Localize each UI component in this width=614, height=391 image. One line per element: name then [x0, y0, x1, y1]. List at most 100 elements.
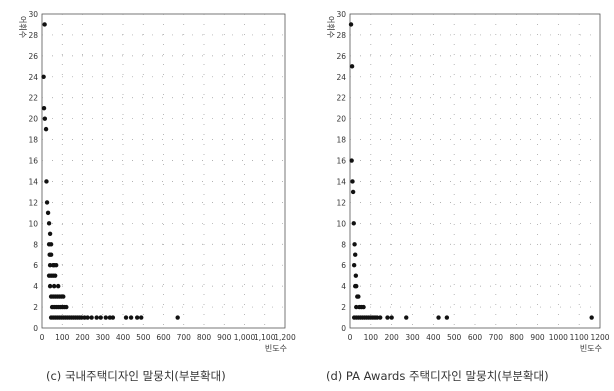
x-axis-label: 빈도수 — [580, 344, 602, 353]
data-point — [361, 305, 365, 309]
y-tick-label: 16 — [336, 157, 346, 166]
data-point — [49, 253, 53, 257]
data-point — [445, 315, 449, 319]
caption-d: (d) PA Awards 주택디자인 말뭉치(부분확대) — [326, 368, 549, 384]
data-point — [53, 273, 57, 277]
data-point — [44, 179, 48, 183]
data-point — [129, 315, 133, 319]
data-point — [354, 284, 358, 288]
data-point — [99, 315, 103, 319]
x-tick-label: 1000 — [549, 333, 568, 342]
plot-frame — [42, 14, 285, 328]
y-tick-label: 8 — [33, 240, 38, 249]
data-point — [589, 315, 593, 319]
x-tick-label: 1,100 — [254, 333, 276, 342]
x-tick-label: 900 — [530, 333, 545, 342]
y-tick-label: 6 — [33, 261, 38, 270]
y-tick-label: 30 — [336, 10, 346, 19]
data-point — [41, 75, 45, 79]
data-point — [54, 263, 58, 267]
x-tick-label: 1,000 — [234, 333, 256, 342]
y-tick-label: 26 — [336, 52, 346, 61]
y-tick-label: 14 — [28, 177, 38, 186]
x-tick-label: 500 — [136, 333, 151, 342]
data-point — [354, 273, 358, 277]
x-tick-label: 400 — [116, 333, 131, 342]
data-point — [175, 315, 179, 319]
data-point — [42, 106, 46, 110]
data-point — [44, 127, 48, 131]
x-tick-label: 700 — [177, 333, 192, 342]
data-point — [356, 294, 360, 298]
data-point — [351, 190, 355, 194]
y-axis-label: 어휘수 — [18, 16, 28, 38]
y-tick-label: 28 — [336, 31, 346, 40]
caption-c: (c) 국내주택디자인 말뭉치(부분확대) — [46, 368, 226, 384]
data-point — [49, 242, 53, 246]
data-point — [85, 315, 89, 319]
x-tick-label: 100 — [364, 333, 379, 342]
x-axis-label: 빈도수 — [265, 344, 287, 353]
data-point — [89, 315, 93, 319]
x-tick-label: 1,200 — [274, 333, 296, 342]
y-tick-label: 24 — [336, 73, 346, 82]
y-tick-label: 6 — [341, 261, 346, 270]
data-point — [385, 315, 389, 319]
y-tick-label: 0 — [33, 324, 38, 333]
x-tick-label: 900 — [217, 333, 232, 342]
y-tick-label: 14 — [336, 177, 346, 186]
x-tick-label: 600 — [468, 333, 483, 342]
data-point — [139, 315, 143, 319]
x-tick-label: 1100 — [570, 333, 589, 342]
data-point — [350, 64, 354, 68]
y-tick-label: 18 — [28, 136, 38, 145]
y-axis-label: 어휘수 — [326, 16, 336, 38]
x-tick-label: 400 — [426, 333, 441, 342]
data-point — [104, 315, 108, 319]
data-point — [48, 284, 52, 288]
y-tick-label: 2 — [341, 303, 346, 312]
data-point — [111, 315, 115, 319]
data-point — [349, 158, 353, 162]
data-point — [353, 253, 357, 257]
y-tick-label: 22 — [336, 94, 346, 103]
data-point — [350, 179, 354, 183]
y-tick-label: 10 — [336, 219, 346, 228]
y-tick-label: 28 — [28, 31, 38, 40]
plot-frame — [350, 14, 600, 328]
data-point — [389, 315, 393, 319]
y-tick-label: 2 — [33, 303, 38, 312]
x-tick-label: 0 — [348, 333, 353, 342]
data-point — [349, 22, 353, 26]
y-tick-label: 20 — [336, 115, 346, 124]
data-point — [124, 315, 128, 319]
data-point — [43, 116, 47, 120]
data-point — [352, 242, 356, 246]
data-point — [61, 294, 65, 298]
data-point — [378, 315, 382, 319]
y-tick-label: 16 — [28, 157, 38, 166]
y-tick-label: 12 — [336, 198, 346, 207]
data-point — [56, 284, 60, 288]
x-tick-label: 1200 — [590, 333, 609, 342]
data-point — [135, 315, 139, 319]
x-tick-label: 200 — [385, 333, 400, 342]
data-point — [52, 284, 56, 288]
data-point — [352, 263, 356, 267]
y-tick-label: 30 — [28, 10, 38, 19]
y-tick-label: 12 — [28, 198, 38, 207]
y-tick-label: 4 — [341, 282, 346, 291]
data-point — [48, 232, 52, 236]
data-point — [404, 315, 408, 319]
data-point — [64, 305, 68, 309]
y-tick-label: 22 — [28, 94, 38, 103]
x-tick-label: 0 — [40, 333, 45, 342]
data-point — [436, 315, 440, 319]
x-tick-label: 100 — [55, 333, 70, 342]
x-tick-label: 800 — [197, 333, 212, 342]
data-point — [46, 211, 50, 215]
x-tick-label: 600 — [156, 333, 171, 342]
